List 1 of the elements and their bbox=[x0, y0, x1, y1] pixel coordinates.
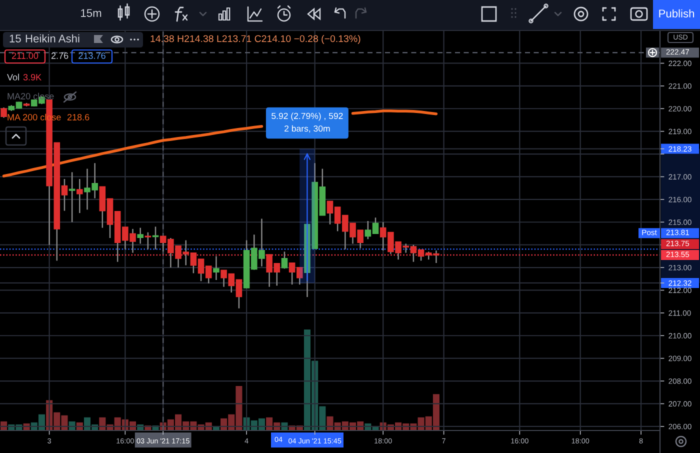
candlestick bbox=[0, 106, 7, 118]
